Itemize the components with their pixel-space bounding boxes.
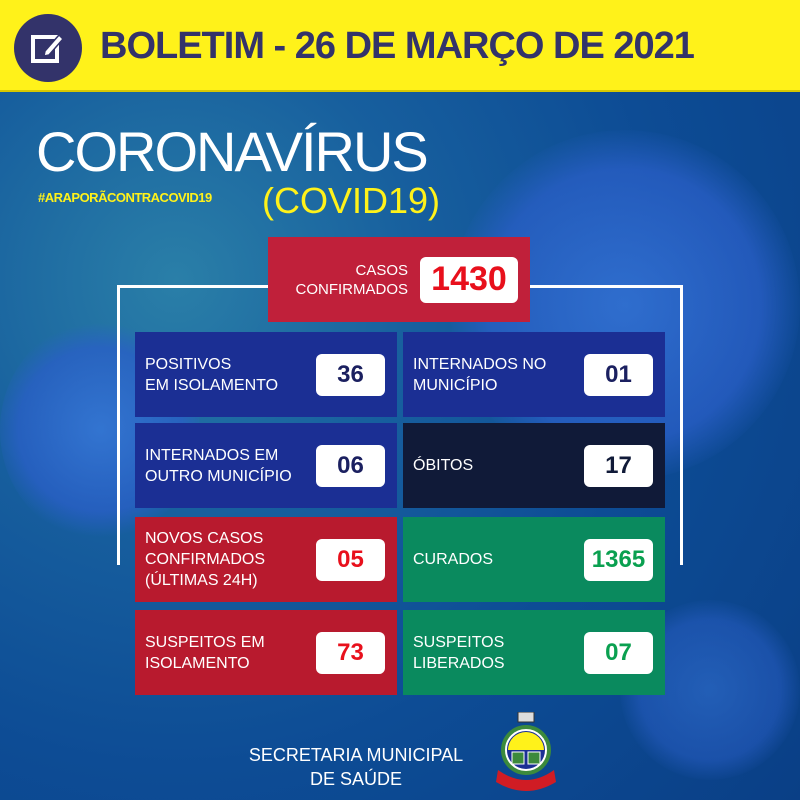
footer-department: SECRETARIA MUNICIPAL DE SAÚDE (228, 743, 484, 791)
stat-label: SUSPEITOS LIBERADOS (413, 632, 584, 674)
stat-label-line: MUNICÍPIO (413, 376, 498, 394)
stat-label-line: POSITIVOS (145, 355, 232, 373)
header-banner: BOLETIM - 26 DE MARÇO DE 2021 (0, 0, 800, 92)
stat-label: POSITIVOS EM ISOLAMENTO (145, 354, 316, 396)
confirmed-label: CASOS (355, 261, 408, 279)
edit-icon (14, 14, 82, 82)
confirmed-cases-card: CASOS CONFIRMADOS 1430 (268, 237, 530, 322)
stat-value: 73 (316, 631, 385, 674)
stat-label-line: LIBERADOS (413, 654, 505, 672)
municipal-coat-of-arms-logo (494, 711, 558, 799)
stat-label-line: INTERNADOS NO (413, 355, 547, 373)
footer-line: DE SAÚDE (309, 769, 403, 789)
stat-card: INTERNADOS NO MUNICÍPIO 01 (403, 332, 665, 417)
stat-card: ÓBITOS 17 (403, 423, 665, 508)
hashtag: #ARAPORÃCONTRACOVID19 (38, 190, 212, 205)
stat-label-line: ISOLAMENTO (145, 654, 250, 672)
stat-card: SUSPEITOS LIBERADOS 07 (403, 610, 665, 695)
stat-label: NOVOS CASOS CONFIRMADOS (ÚLTIMAS 24H) (145, 528, 316, 591)
stat-value: 01 (584, 353, 653, 396)
stat-card: CURADOS 1365 (403, 517, 665, 602)
stat-label: ÓBITOS (413, 455, 584, 476)
stat-label-line: SUSPEITOS (413, 633, 505, 651)
stat-label: INTERNADOS NO MUNICÍPIO (413, 354, 584, 396)
stat-label-line: EM ISOLAMENTO (145, 376, 279, 394)
stat-card: NOVOS CASOS CONFIRMADOS (ÚLTIMAS 24H) 05 (135, 517, 397, 602)
stat-label-line: NOVOS CASOS (145, 530, 264, 547)
stat-label-line: SUSPEITOS EM (145, 633, 265, 651)
stat-label: SUSPEITOS EM ISOLAMENTO (145, 632, 316, 674)
stat-card: SUSPEITOS EM ISOLAMENTO 73 (135, 610, 397, 695)
stat-label-line: OUTRO MUNICÍPIO (145, 467, 292, 485)
stat-label-line: ÓBITOS (413, 457, 474, 474)
stat-value: 36 (316, 353, 385, 396)
stat-label-line: INTERNADOS EM (145, 446, 279, 464)
stat-value: 06 (316, 444, 385, 487)
hero-subtitle: (COVID19) (262, 180, 441, 221)
confirmed-label: CONFIRMADOS (295, 280, 409, 298)
confirmed-value: 1430 (420, 256, 518, 303)
stat-value: 05 (316, 538, 385, 581)
stat-label-line: (ÚLTIMAS 24H) (145, 572, 258, 589)
stat-label: INTERNADOS EM OUTRO MUNICÍPIO (145, 445, 316, 487)
stat-label: CURADOS (413, 549, 584, 570)
stat-card: INTERNADOS EM OUTRO MUNICÍPIO 06 (135, 423, 397, 508)
stat-label-line: CONFIRMADOS (145, 551, 265, 568)
stat-value: 07 (584, 631, 653, 674)
hero-title: CORONAVÍRUS (36, 120, 429, 183)
stat-value: 17 (584, 444, 653, 487)
footer-line: SECRETARIA MUNICIPAL (248, 745, 464, 765)
stat-value: 1365 (584, 538, 653, 581)
stat-card: POSITIVOS EM ISOLAMENTO 36 (135, 332, 397, 417)
stat-label-line: CURADOS (413, 551, 494, 568)
bulletin-title: BOLETIM - 26 DE MARÇO DE 2021 (100, 25, 695, 67)
confirmed-label-group: CASOS CONFIRMADOS (296, 261, 409, 299)
